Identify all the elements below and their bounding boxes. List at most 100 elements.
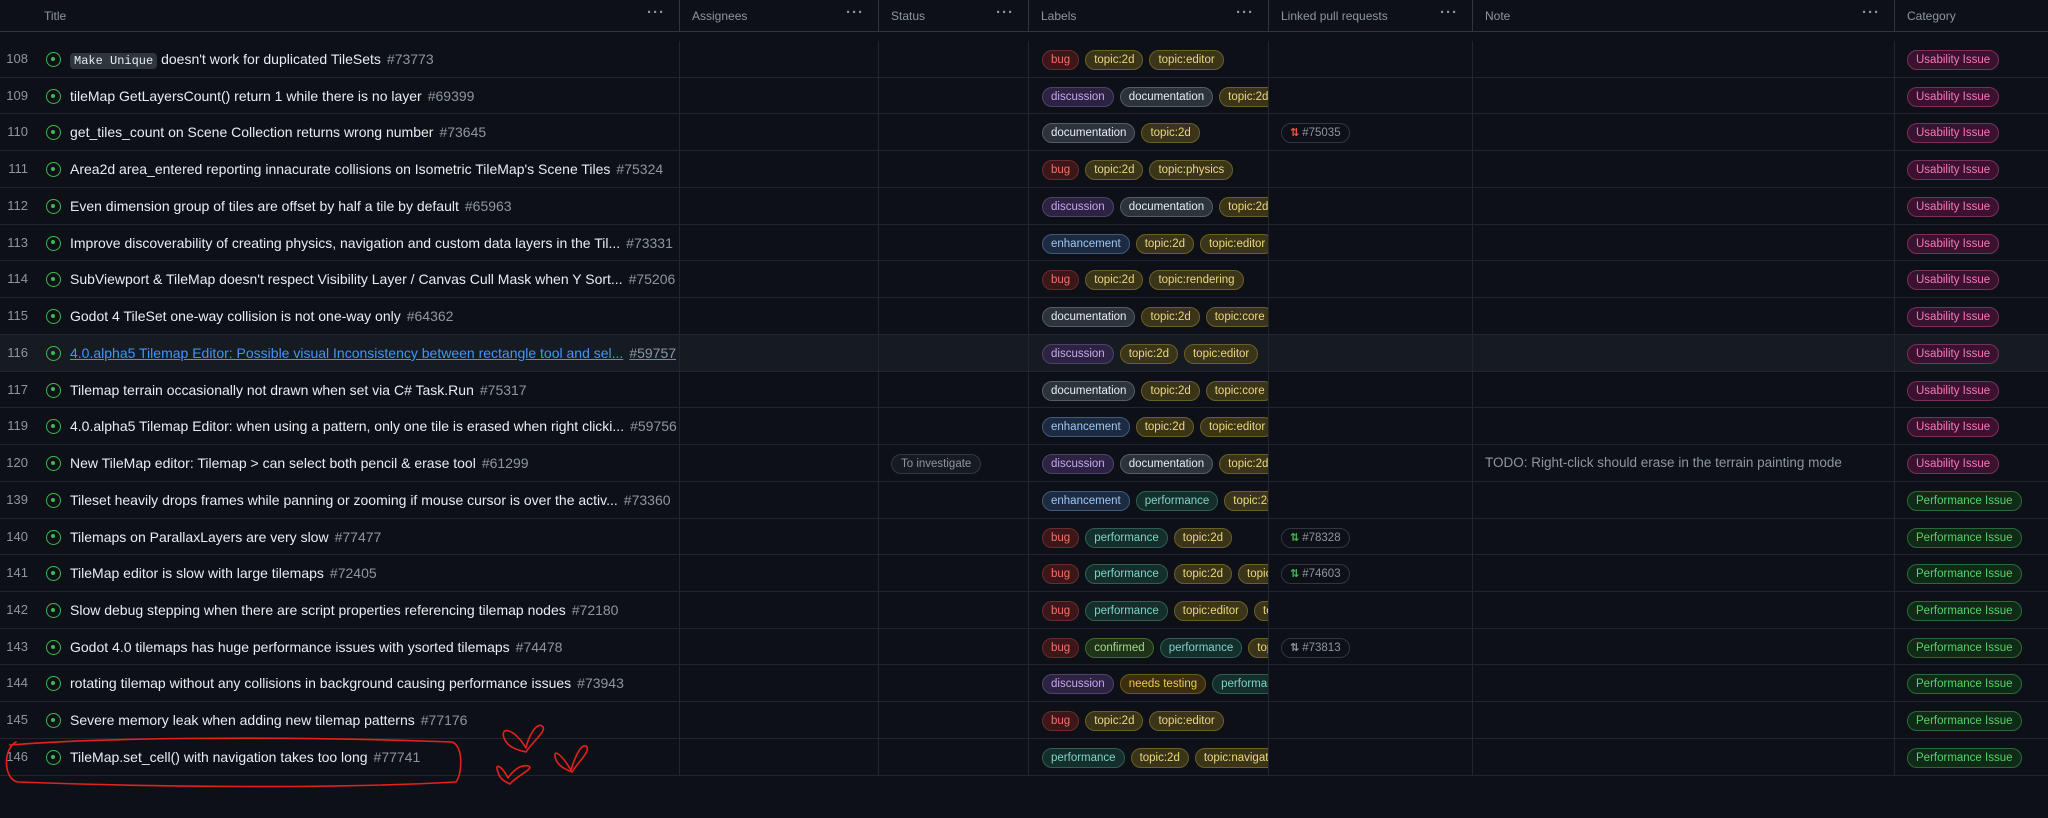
status-cell[interactable] — [879, 187, 1029, 224]
label-pill[interactable]: topic:2d — [1135, 417, 1194, 438]
labels-cell[interactable]: bug performance topic:2d — [1029, 518, 1269, 555]
status-cell[interactable] — [879, 665, 1029, 702]
note-cell[interactable] — [1473, 592, 1895, 628]
linked-pr-cell[interactable] — [1269, 592, 1473, 628]
note-cell[interactable] — [1473, 628, 1895, 665]
linked-pr[interactable]: ⇅ #78328 — [1281, 527, 1350, 548]
category-cell[interactable]: Performance Issue — [1895, 629, 2048, 665]
label-pill[interactable]: needs testing — [1119, 674, 1207, 695]
issue-number[interactable]: #74478 — [515, 638, 563, 655]
category-pill[interactable]: Usability Issue — [1907, 160, 2000, 181]
label-pill[interactable]: topic:editor — [1199, 233, 1268, 254]
assignees-cell[interactable] — [680, 334, 879, 371]
assignees-cell[interactable] — [680, 151, 879, 187]
title-cell[interactable]: Severe memory leak when adding new tilem… — [32, 702, 680, 738]
issue-title[interactable]: Tilemap terrain occasionally not drawn w… — [70, 382, 527, 398]
category-pill[interactable]: Usability Issue — [1907, 50, 2000, 70]
category-cell[interactable]: Performance Issue — [1895, 519, 2048, 555]
issue-number[interactable]: #75206 — [628, 271, 676, 288]
title-cell[interactable]: 4.0.alpha5 Tilemap Editor: Possible visu… — [32, 334, 680, 371]
label-pill[interactable]: topic:editor — [1199, 417, 1268, 438]
title-cell[interactable]: get_tiles_count on Scene Collection retu… — [32, 114, 680, 151]
note-cell[interactable] — [1473, 555, 1895, 592]
label-pill[interactable]: performance — [1085, 527, 1168, 548]
label-pill[interactable]: topic:2d — [1135, 233, 1194, 254]
issue-number[interactable]: #73331 — [626, 234, 673, 251]
category-cell[interactable]: Usability Issue — [1895, 41, 2048, 77]
column-menu-icon[interactable]: ··· — [647, 4, 665, 21]
label-pill[interactable]: topic:2d — [1254, 601, 1268, 622]
status-cell[interactable] — [879, 334, 1029, 371]
title-cell[interactable]: Make Unique doesn't work for duplicated … — [32, 41, 680, 77]
assignees-cell[interactable] — [680, 628, 879, 665]
label-pill[interactable]: enhancement — [1042, 490, 1130, 511]
table-row[interactable]: 116 4.0.alpha5 Tilemap Editor: Possible v… — [0, 334, 2048, 372]
column-header-status[interactable]: Status ··· — [879, 0, 1029, 32]
table-row[interactable]: 114 SubViewport & TileMap doesn't respect… — [0, 261, 2048, 299]
category-pill[interactable]: Usability Issue — [1907, 454, 2000, 475]
note-cell[interactable]: TODO: Right-click should erase in the te… — [1473, 445, 1895, 481]
label-pill[interactable]: bug — [1042, 160, 1080, 181]
title-cell[interactable]: tileMap GetLayersCount() return 1 while … — [32, 77, 680, 114]
label-pill[interactable]: topic:editor — [1183, 343, 1259, 364]
label-pill[interactable]: discussion — [1042, 343, 1114, 364]
label-pill[interactable]: bug — [1042, 50, 1080, 70]
category-cell[interactable]: Performance Issue — [1895, 555, 2048, 591]
status-cell[interactable] — [879, 41, 1029, 77]
label-pill[interactable]: topic:core — [1205, 380, 1268, 401]
note-cell[interactable] — [1473, 334, 1895, 371]
labels-cell[interactable]: documentation topic:2d — [1029, 114, 1269, 151]
linked-pr-cell[interactable] — [1269, 77, 1473, 114]
label-pill[interactable]: discussion — [1042, 674, 1114, 695]
issue-number[interactable]: #65963 — [464, 197, 512, 214]
label-pill[interactable]: documentation — [1042, 307, 1136, 328]
label-pill[interactable]: discussion — [1042, 196, 1114, 217]
status-cell[interactable] — [879, 298, 1029, 334]
category-cell[interactable]: Performance Issue — [1895, 665, 2048, 701]
label-pill[interactable]: bug — [1042, 270, 1080, 291]
label-pill[interactable]: enhancement — [1042, 233, 1130, 254]
issue-number[interactable]: #72405 — [329, 565, 377, 582]
category-pill[interactable]: Usability Issue — [1907, 343, 2000, 364]
category-cell[interactable]: Usability Issue — [1895, 261, 2048, 297]
issue-title[interactable]: 4.0.alpha5 Tilemap Editor: when using a … — [70, 418, 677, 434]
labels-cell[interactable]: bug topic:2d topic:editor — [1029, 702, 1269, 738]
category-cell[interactable]: Performance Issue — [1895, 482, 2048, 518]
linked-pr-cell[interactable] — [1269, 481, 1473, 518]
issue-title[interactable]: TileMap editor is slow with large tilema… — [70, 565, 377, 581]
status-cell[interactable] — [879, 702, 1029, 738]
labels-cell[interactable]: enhancement topic:2d topic:editor — [1029, 224, 1269, 261]
category-pill[interactable]: Performance Issue — [1907, 674, 2022, 695]
label-pill[interactable]: topic:editor — [1238, 564, 1268, 585]
label-pill[interactable]: topic:2d — [1130, 747, 1189, 768]
status-cell[interactable] — [879, 371, 1029, 408]
linked-pr-cell[interactable] — [1269, 702, 1473, 738]
label-pill[interactable]: topic:rendering — [1149, 270, 1244, 291]
assignees-cell[interactable] — [680, 371, 879, 408]
label-pill[interactable]: topic:2d — [1224, 490, 1268, 511]
table-row[interactable]: 110 get_tiles_count on Scene Collection r… — [0, 114, 2048, 152]
table-row[interactable]: 140 Tilemaps on ParallaxLayers are very s… — [0, 518, 2048, 556]
status-pill[interactable]: To investigate — [891, 454, 982, 475]
issue-number[interactable]: #72180 — [571, 602, 619, 619]
status-cell[interactable] — [879, 628, 1029, 665]
issue-number[interactable]: #69399 — [427, 87, 475, 104]
linked-pr-cell[interactable] — [1269, 408, 1473, 445]
column-menu-icon[interactable]: ··· — [1236, 4, 1254, 21]
assignees-cell[interactable] — [680, 261, 879, 298]
label-pill[interactable]: enhancement — [1042, 417, 1130, 438]
column-header-note[interactable]: Note ··· — [1473, 0, 1895, 32]
table-row[interactable]: 146 TileMap.set_cell() with navigation ta… — [0, 738, 2048, 776]
status-cell[interactable] — [879, 77, 1029, 114]
linked-pr-cell[interactable]: ⇅ #73813 — [1269, 628, 1473, 665]
labels-cell[interactable]: bug topic:2d topic:editor — [1029, 41, 1269, 77]
table-row[interactable]: 108 Make Unique doesn't work for duplicat… — [0, 41, 2048, 78]
linked-pr[interactable]: ⇅ #73813 — [1281, 637, 1350, 658]
category-pill[interactable]: Usability Issue — [1907, 270, 2000, 291]
issue-number[interactable]: #77176 — [420, 712, 468, 729]
label-pill[interactable]: bug — [1042, 527, 1080, 548]
labels-cell[interactable]: discussion documentation topic:2d — [1029, 187, 1269, 224]
